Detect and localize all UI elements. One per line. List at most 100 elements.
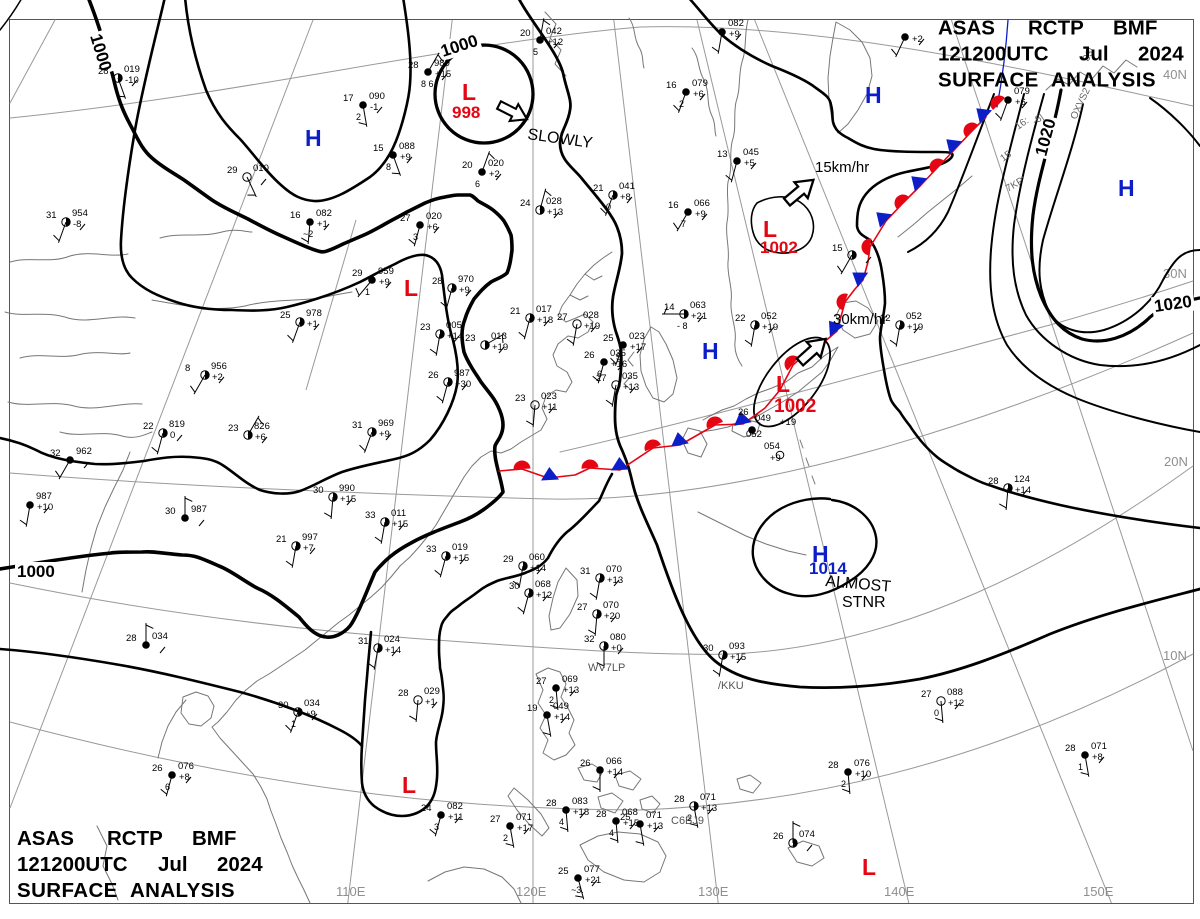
- svg-text:+13: +13: [701, 803, 717, 814]
- svg-text:3: 3: [434, 822, 439, 832]
- svg-text:28: 28: [988, 476, 999, 487]
- svg-text:035: 035: [610, 348, 626, 359]
- svg-text:071: 071: [516, 812, 532, 823]
- svg-text:956: 956: [211, 361, 227, 372]
- svg-text:+9: +9: [770, 453, 781, 464]
- svg-text:079: 079: [692, 78, 708, 89]
- svg-text:29: 29: [352, 268, 363, 279]
- svg-text:15: 15: [832, 243, 843, 254]
- svg-text:33: 33: [426, 544, 437, 555]
- svg-text:+1: +1: [317, 219, 328, 230]
- svg-text:L: L: [862, 854, 876, 880]
- svg-text:1: 1: [1078, 762, 1083, 772]
- svg-text:068: 068: [622, 807, 638, 818]
- svg-text:024: 024: [384, 634, 400, 645]
- svg-text:1002: 1002: [760, 238, 798, 257]
- svg-text:+19: +19: [762, 322, 778, 333]
- svg-text:+20: +20: [604, 611, 620, 622]
- svg-text:110E: 110E: [336, 884, 366, 899]
- svg-text:27: 27: [596, 373, 607, 384]
- svg-text:13: 13: [717, 149, 728, 160]
- svg-text:-1: -1: [370, 102, 378, 113]
- svg-text:+10: +10: [855, 769, 871, 780]
- svg-text:25: 25: [280, 310, 291, 321]
- svg-text:+1: +1: [307, 319, 318, 330]
- svg-text:15: 15: [373, 143, 384, 154]
- svg-text:24: 24: [421, 803, 432, 814]
- svg-text:RCTP: RCTP: [1028, 17, 1084, 40]
- svg-text:SURFACE ANALYSIS: SURFACE ANALYSIS: [938, 69, 1156, 92]
- svg-text:+8: +8: [1092, 752, 1103, 763]
- svg-text:+10: +10: [37, 502, 53, 513]
- svg-text:+8: +8: [620, 192, 631, 203]
- svg-text:121200UTC: 121200UTC: [17, 853, 128, 876]
- svg-text:074: 074: [799, 829, 815, 840]
- svg-text:0: 0: [934, 708, 939, 718]
- svg-text:035: 035: [622, 371, 638, 382]
- svg-text:26: 26: [152, 763, 163, 774]
- svg-text:22: 22: [880, 313, 891, 324]
- svg-text:066: 066: [606, 756, 622, 767]
- svg-text:071: 071: [1091, 741, 1107, 752]
- svg-text:30km/hr: 30km/hr: [833, 311, 887, 328]
- svg-text:+18: +18: [573, 807, 589, 818]
- svg-text:+15: +15: [392, 519, 408, 530]
- svg-text:826: 826: [254, 421, 270, 432]
- svg-text:+11: +11: [542, 402, 557, 413]
- svg-text:+14: +14: [1015, 485, 1031, 496]
- svg-text:063: 063: [690, 300, 706, 311]
- svg-text:27: 27: [536, 676, 547, 687]
- svg-text:819: 819: [169, 419, 185, 430]
- svg-text:16: 16: [290, 210, 301, 221]
- svg-text:+17: +17: [517, 823, 533, 834]
- svg-text:1002: 1002: [774, 396, 816, 417]
- svg-text:15km/hr: 15km/hr: [815, 159, 869, 176]
- svg-text:970: 970: [458, 274, 474, 285]
- svg-text:076: 076: [854, 758, 870, 769]
- svg-text:L: L: [462, 79, 476, 105]
- svg-text:2: 2: [549, 695, 554, 705]
- svg-text:+18: +18: [537, 315, 553, 326]
- svg-text:+7: +7: [303, 543, 314, 554]
- svg-text:+9: +9: [729, 29, 740, 40]
- svg-text:+21: +21: [691, 311, 707, 322]
- svg-text:28: 28: [408, 60, 419, 71]
- svg-text:+9: +9: [379, 277, 390, 288]
- svg-text:26: 26: [584, 350, 595, 361]
- svg-text:124: 124: [1014, 474, 1030, 485]
- svg-text:962: 962: [76, 446, 92, 457]
- svg-text:082: 082: [316, 208, 332, 219]
- svg-text:+8: +8: [179, 772, 190, 783]
- svg-text:22: 22: [143, 421, 154, 432]
- svg-text:071: 071: [700, 792, 716, 803]
- svg-text:042: 042: [546, 26, 562, 37]
- svg-text:049: 049: [553, 701, 569, 712]
- svg-text:+6: +6: [693, 89, 704, 100]
- svg-text:2: 2: [356, 112, 361, 122]
- svg-text:SURFACE ANALYSIS: SURFACE ANALYSIS: [17, 879, 235, 902]
- svg-text:27: 27: [490, 814, 501, 825]
- svg-text:+19: +19: [492, 342, 508, 353]
- svg-text:2: 2: [687, 813, 692, 823]
- svg-text:31: 31: [352, 420, 363, 431]
- svg-text:978: 978: [306, 308, 322, 319]
- svg-text:+14: +14: [385, 645, 401, 656]
- svg-text:959: 959: [378, 266, 394, 277]
- svg-text:077: 077: [584, 864, 600, 875]
- svg-text:997: 997: [302, 532, 318, 543]
- svg-text:1: 1: [365, 287, 370, 297]
- svg-text:ASAS: ASAS: [17, 827, 74, 850]
- svg-text:24: 24: [520, 198, 531, 209]
- svg-text:998: 998: [452, 103, 480, 122]
- svg-text:+14: +14: [447, 331, 463, 342]
- svg-text:+13: +13: [547, 207, 563, 218]
- svg-text:990: 990: [339, 483, 355, 494]
- svg-text:6: 6: [475, 179, 480, 189]
- svg-text:27: 27: [921, 689, 932, 700]
- svg-text:070: 070: [606, 564, 622, 575]
- svg-text:21: 21: [276, 534, 287, 545]
- svg-text:+11: +11: [448, 812, 463, 823]
- svg-text:8: 8: [185, 363, 190, 374]
- svg-text:28: 28: [828, 760, 839, 771]
- svg-text:020: 020: [426, 211, 442, 222]
